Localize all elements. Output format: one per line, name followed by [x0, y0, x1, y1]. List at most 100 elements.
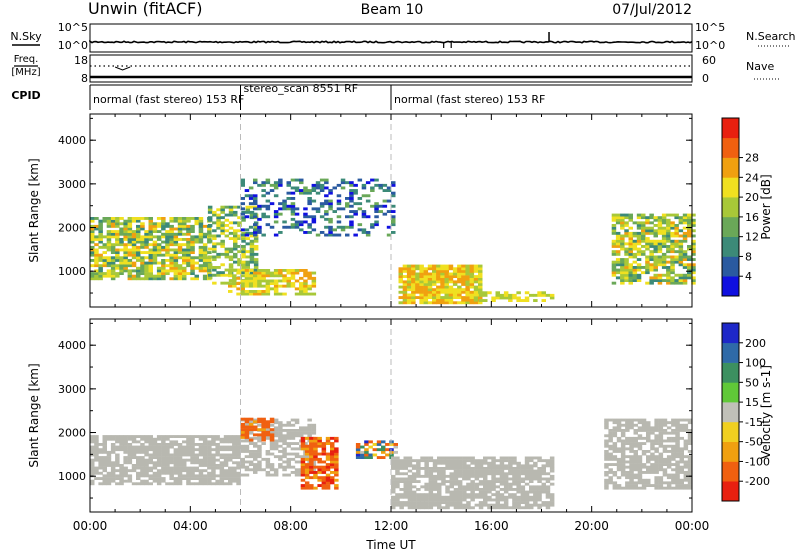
scatter-cell — [411, 264, 416, 268]
scatter-cell — [364, 443, 369, 446]
scatter-cell — [282, 442, 287, 445]
scatter-cell — [406, 283, 412, 286]
scatter-cell — [190, 269, 195, 273]
scatter-cell — [661, 255, 667, 259]
scatter-cell — [110, 443, 116, 446]
scatter-cell — [666, 255, 671, 259]
scatter-cell — [144, 474, 149, 478]
scatter-cell — [687, 273, 692, 277]
scatter-cell — [687, 476, 693, 480]
freq-tick-bottom: 8 — [81, 72, 88, 85]
scatter-cell — [115, 474, 120, 478]
scatter-cell — [670, 263, 675, 267]
scatter-cell — [207, 471, 212, 475]
scatter-cell — [321, 471, 327, 474]
scatter-cell — [407, 456, 413, 460]
scatter-cell — [244, 425, 250, 429]
scatter-cell — [452, 267, 458, 271]
scatter-cell — [165, 251, 170, 254]
scatter-cell — [286, 421, 291, 425]
scatter-cell — [508, 461, 513, 465]
scatter-cell — [186, 435, 191, 438]
scatter-cell — [666, 426, 672, 430]
scatter-cell — [671, 429, 676, 432]
scatter-cell — [152, 251, 158, 254]
scatter-cell — [202, 464, 208, 467]
scatter-cell — [240, 178, 245, 182]
scatter-cell — [679, 426, 684, 430]
scatter-cell — [190, 277, 195, 281]
scatter-cell — [190, 251, 195, 254]
scatter-cell — [240, 447, 245, 451]
scatter-cell — [441, 469, 446, 473]
scatter-cell — [625, 471, 630, 474]
scatter-cell — [604, 434, 609, 438]
scatter-cell — [671, 463, 676, 466]
scatter-cell — [465, 277, 470, 281]
scatter-cell — [319, 215, 325, 219]
scatter-cell — [650, 431, 655, 435]
scatter-cell — [119, 272, 124, 275]
scatter-cell — [637, 418, 643, 422]
scatter-cell — [202, 266, 208, 270]
scatter-cell — [127, 458, 133, 462]
scatter-cell — [541, 472, 546, 476]
scatter-cell — [240, 425, 245, 429]
scatter-cell — [620, 224, 625, 227]
scatter-cell — [236, 448, 241, 452]
scatter-cell — [156, 230, 162, 233]
scatter-cell — [376, 448, 382, 452]
scatter-cell — [453, 495, 459, 499]
scatter-cell — [457, 464, 463, 468]
scatter-cell — [102, 482, 107, 486]
scatter-cell — [620, 423, 626, 427]
scatter-cell — [503, 291, 509, 295]
scatter-cell — [537, 467, 542, 470]
scatter-cell — [282, 199, 287, 203]
scatter-cell — [368, 453, 373, 457]
scatter-cell — [136, 259, 141, 262]
scatter-cell — [629, 450, 634, 453]
scatter-cell — [241, 218, 246, 222]
scatter-cell — [453, 467, 459, 470]
scatter-cell — [299, 290, 304, 293]
scatter-cell — [457, 472, 463, 476]
scatter-cell — [152, 248, 158, 252]
scatter-cell — [427, 296, 433, 299]
scatter-cell — [679, 447, 684, 451]
scatter-cell — [462, 461, 467, 465]
scatter-cell — [190, 453, 195, 457]
scatter-cell — [444, 288, 449, 292]
scatter-cell — [620, 245, 625, 248]
scatter-cell — [407, 506, 413, 510]
scatter-cell — [224, 234, 230, 238]
scatter-cell — [633, 455, 638, 459]
scatter-cell — [670, 231, 675, 235]
scatter-cell — [674, 239, 679, 243]
scatter-cell — [211, 464, 216, 467]
scatter-cell — [391, 488, 396, 491]
scatter-cell — [616, 429, 622, 432]
scatter-cell — [106, 482, 112, 486]
scatter-cell — [215, 464, 220, 467]
scatter-cell — [679, 452, 684, 456]
nave-tick-top: 60 — [702, 54, 716, 67]
scatter-cell — [190, 256, 195, 260]
scatter-cell — [683, 455, 689, 459]
scatter-cell — [240, 279, 245, 283]
scatter-cell — [245, 231, 250, 235]
scatter-cell — [675, 484, 680, 487]
scatter-cell — [102, 477, 107, 480]
scatter-cell — [361, 231, 367, 234]
scatter-cell — [541, 464, 546, 468]
scatter-cell — [182, 464, 187, 467]
scatter-cell — [654, 486, 659, 490]
scatter-cell — [478, 503, 484, 507]
scatter-cell — [637, 442, 643, 445]
scatter-cell — [524, 459, 530, 463]
scatter-cell — [428, 456, 434, 460]
scatter-cell — [102, 474, 107, 478]
scatter-cell — [491, 296, 496, 300]
scatter-cell — [465, 293, 470, 297]
scatter-cell — [282, 434, 287, 438]
